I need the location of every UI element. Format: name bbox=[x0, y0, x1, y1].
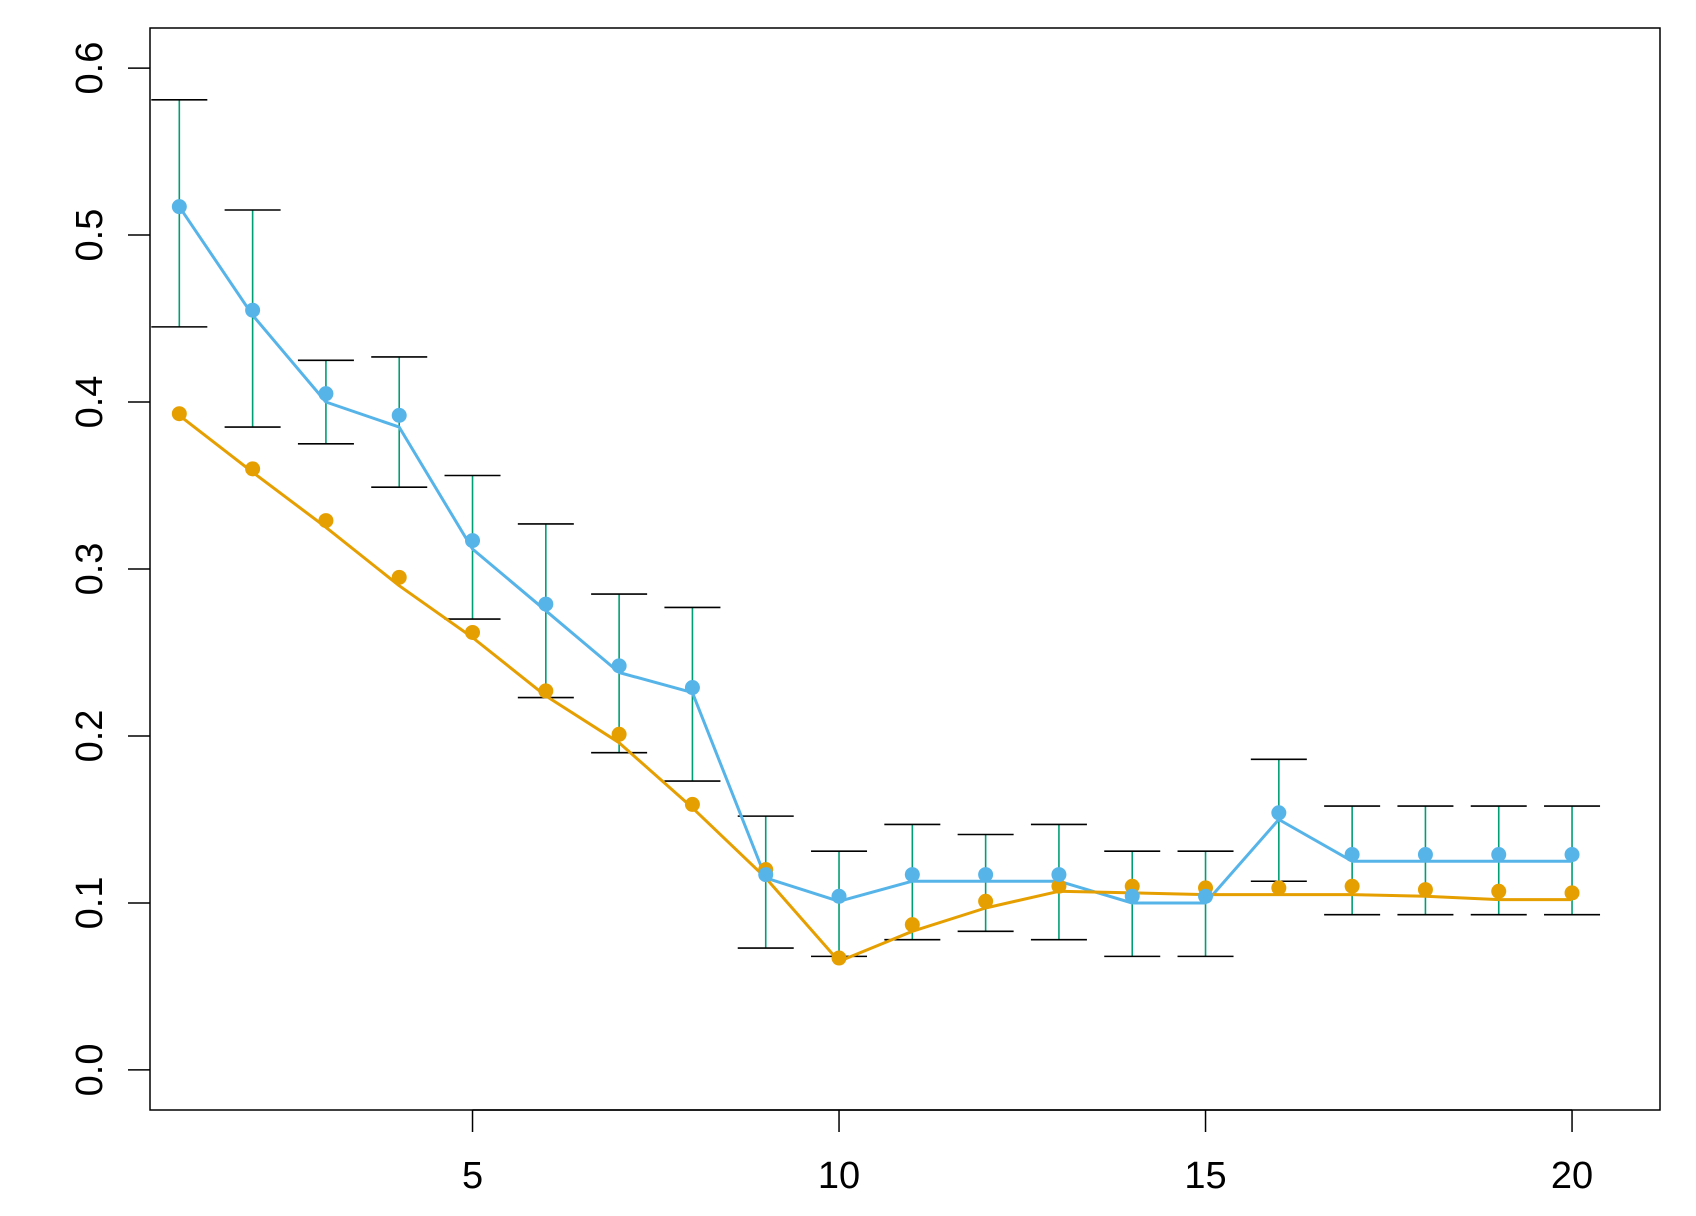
data-point-series-2 bbox=[684, 796, 700, 812]
y-tick-label: 0.6 bbox=[69, 42, 111, 95]
data-point-series-1 bbox=[978, 867, 994, 883]
y-tick-label: 0.5 bbox=[69, 209, 111, 262]
series-points bbox=[171, 199, 1580, 966]
x-tick-label: 15 bbox=[1184, 1155, 1226, 1197]
x-tick-label: 5 bbox=[462, 1155, 483, 1197]
data-point-series-1 bbox=[391, 407, 407, 423]
y-tick-label: 0.3 bbox=[69, 543, 111, 596]
data-point-series-2 bbox=[318, 513, 334, 529]
data-point-series-1 bbox=[465, 533, 481, 549]
error-bars bbox=[151, 98, 1601, 958]
y-tick-label: 0.0 bbox=[69, 1044, 111, 1097]
data-point-series-1 bbox=[1564, 847, 1580, 863]
data-point-series-1 bbox=[904, 867, 920, 883]
data-point-series-1 bbox=[1271, 805, 1287, 821]
y-tick-label: 0.4 bbox=[69, 376, 111, 429]
data-point-series-2 bbox=[904, 917, 920, 933]
series-lines bbox=[178, 205, 1572, 963]
data-point-series-2 bbox=[1051, 878, 1067, 894]
data-point-series-1 bbox=[684, 680, 700, 696]
data-point-series-2 bbox=[391, 569, 407, 585]
data-point-series-2 bbox=[978, 893, 994, 909]
data-point-series-1 bbox=[171, 199, 187, 215]
data-point-series-1 bbox=[538, 596, 554, 612]
x-tick-label: 10 bbox=[818, 1155, 860, 1197]
data-point-series-2 bbox=[465, 624, 481, 640]
y-axis: 0.0 0.1 0.2 0.3 0.4 0.5 0.6 bbox=[69, 42, 150, 1097]
data-point-series-1 bbox=[1051, 867, 1067, 883]
data-point-series-1 bbox=[1491, 847, 1507, 863]
x-axis: 5 10 15 20 bbox=[462, 1109, 1593, 1197]
data-point-series-1 bbox=[1124, 888, 1140, 904]
data-point-series-1 bbox=[611, 658, 627, 674]
series-line-1 bbox=[178, 205, 1572, 905]
data-point-series-2 bbox=[245, 461, 261, 477]
data-point-series-2 bbox=[1417, 882, 1433, 898]
data-point-series-1 bbox=[318, 386, 334, 402]
y-tick-label: 0.1 bbox=[69, 877, 111, 930]
data-point-series-2 bbox=[611, 726, 627, 742]
data-point-series-1 bbox=[245, 302, 261, 318]
data-point-series-1 bbox=[1417, 847, 1433, 863]
y-tick-label: 0.2 bbox=[69, 710, 111, 763]
data-point-series-1 bbox=[1344, 847, 1360, 863]
data-point-series-2 bbox=[1564, 885, 1580, 901]
data-point-series-1 bbox=[1198, 888, 1214, 904]
x-tick-label: 20 bbox=[1551, 1155, 1593, 1197]
data-point-series-2 bbox=[1344, 878, 1360, 894]
data-point-series-1 bbox=[831, 888, 847, 904]
data-point-series-2 bbox=[171, 406, 187, 422]
data-point-series-1 bbox=[758, 867, 774, 883]
data-point-series-2 bbox=[1271, 880, 1287, 896]
data-point-series-2 bbox=[538, 683, 554, 699]
data-point-series-2 bbox=[1491, 883, 1507, 899]
series-line-2 bbox=[178, 414, 1572, 963]
data-point-series-2 bbox=[831, 950, 847, 966]
